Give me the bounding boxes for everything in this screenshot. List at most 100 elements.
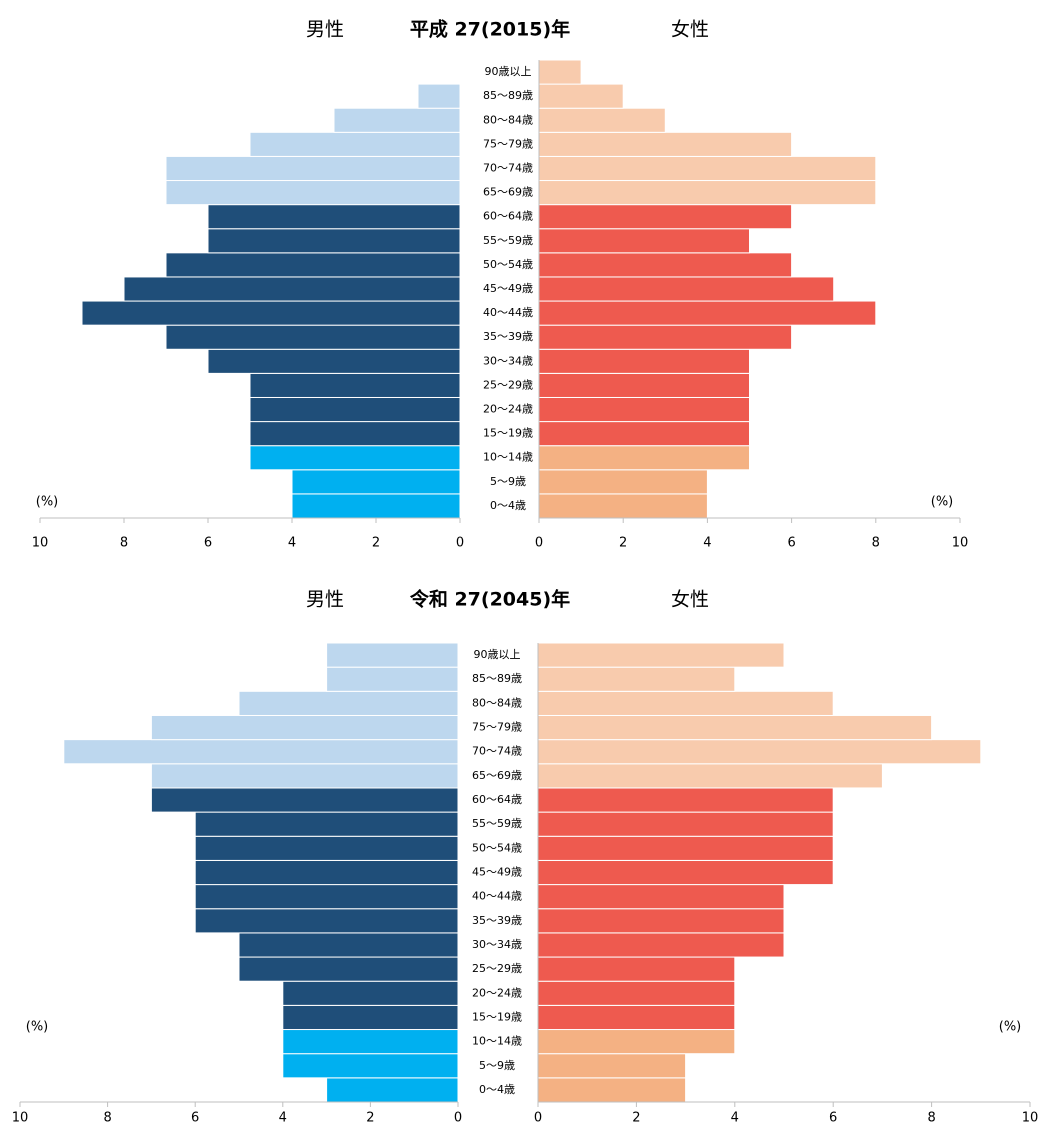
category-label: 30～34歳	[472, 938, 522, 951]
category-label: 55～59歳	[483, 234, 533, 247]
x-tick-label: 0	[535, 536, 543, 551]
category-label: 60～64歳	[472, 793, 522, 806]
category-label: 20～24歳	[483, 403, 533, 416]
x-tick-label: 2	[372, 536, 380, 551]
category-label: 55～59歳	[472, 817, 522, 830]
category-label: 60～64歳	[483, 210, 533, 223]
category-label: 75～79歳	[472, 721, 522, 734]
bar	[282, 980, 459, 1006]
bar	[538, 204, 793, 230]
category-label: 40～44歳	[483, 306, 533, 319]
bar	[538, 300, 877, 326]
x-tick-label: 8	[120, 536, 128, 551]
side-label: 男性	[306, 589, 344, 611]
x-tick-label: 8	[872, 536, 880, 551]
bar	[123, 276, 461, 302]
bar	[282, 1053, 459, 1079]
category-label: 0～4歳	[479, 1083, 515, 1096]
bar	[326, 1077, 459, 1103]
category-label: 25～29歳	[472, 962, 522, 975]
category-label: 85～89歳	[472, 672, 522, 685]
x-tick-label: 4	[703, 536, 711, 551]
category-label: 50～54歳	[472, 841, 522, 854]
bar	[207, 204, 461, 230]
x-tick-label: 10	[12, 1111, 29, 1126]
bar	[326, 642, 459, 668]
bar	[249, 131, 461, 157]
bar	[538, 372, 750, 398]
bar	[537, 690, 834, 716]
bar	[538, 276, 835, 302]
x-tick-label: 4	[731, 1111, 739, 1126]
side-label: 男性	[306, 19, 344, 41]
bar	[282, 1029, 459, 1055]
bar	[538, 421, 750, 447]
bar	[537, 666, 736, 692]
x-tick-label: 10	[952, 536, 969, 551]
bar	[537, 908, 785, 934]
bar	[537, 980, 736, 1006]
bar	[150, 714, 459, 741]
bar	[538, 348, 750, 374]
category-label: 5～9歳	[490, 475, 526, 488]
bar	[537, 859, 834, 886]
category-label: 0～4歳	[490, 499, 526, 512]
bar	[537, 714, 933, 741]
category-label: 80～84歳	[483, 113, 533, 126]
category-label: 35～39歳	[472, 914, 522, 927]
category-label: 35～39歳	[483, 330, 533, 343]
category-label: 90歳以上	[474, 648, 521, 661]
category-label: 15～19歳	[483, 427, 533, 440]
axis-unit: (%)	[36, 495, 59, 510]
x-tick-label: 10	[32, 536, 49, 551]
x-tick-label: 4	[288, 536, 296, 551]
bar	[194, 835, 459, 861]
bar	[291, 493, 461, 519]
bar	[249, 421, 461, 447]
bar	[194, 859, 459, 886]
bar	[537, 787, 834, 813]
bar	[538, 396, 750, 423]
bar	[165, 155, 461, 182]
category-label: 10～14歳	[483, 451, 533, 464]
bar	[333, 107, 461, 133]
category-label: 65～69歳	[483, 186, 533, 199]
bar	[150, 763, 459, 789]
x-tick-label: 4	[279, 1111, 287, 1126]
bar	[538, 493, 708, 519]
bar	[291, 469, 461, 495]
category-label: 15～19歳	[472, 1010, 522, 1023]
bar	[537, 1053, 687, 1079]
bar	[63, 739, 459, 765]
bar	[282, 1004, 459, 1031]
bar	[537, 1029, 736, 1055]
bar	[238, 956, 459, 982]
bar	[538, 180, 877, 206]
bar	[538, 83, 624, 109]
bar	[238, 690, 459, 716]
bar	[326, 666, 459, 692]
category-label: 5～9歳	[479, 1059, 515, 1072]
category-label: 25～29歳	[483, 378, 533, 391]
bar	[165, 180, 461, 206]
category-label: 45～49歳	[472, 866, 522, 879]
bar	[538, 59, 582, 85]
bar	[537, 884, 785, 910]
x-tick-label: 8	[103, 1111, 111, 1126]
category-label: 10～14歳	[472, 1035, 522, 1048]
x-tick-label: 6	[204, 536, 212, 551]
bar	[538, 131, 793, 157]
bar	[538, 445, 750, 471]
bar	[194, 884, 459, 910]
x-tick-label: 0	[456, 536, 464, 551]
x-tick-label: 2	[619, 536, 627, 551]
x-tick-label: 2	[632, 1111, 640, 1126]
bar	[537, 932, 785, 958]
bar	[537, 835, 834, 861]
bar	[150, 787, 459, 813]
x-tick-label: 0	[454, 1111, 462, 1126]
bar	[165, 252, 461, 278]
x-tick-label: 6	[787, 536, 795, 551]
category-label: 65～69歳	[472, 769, 522, 782]
